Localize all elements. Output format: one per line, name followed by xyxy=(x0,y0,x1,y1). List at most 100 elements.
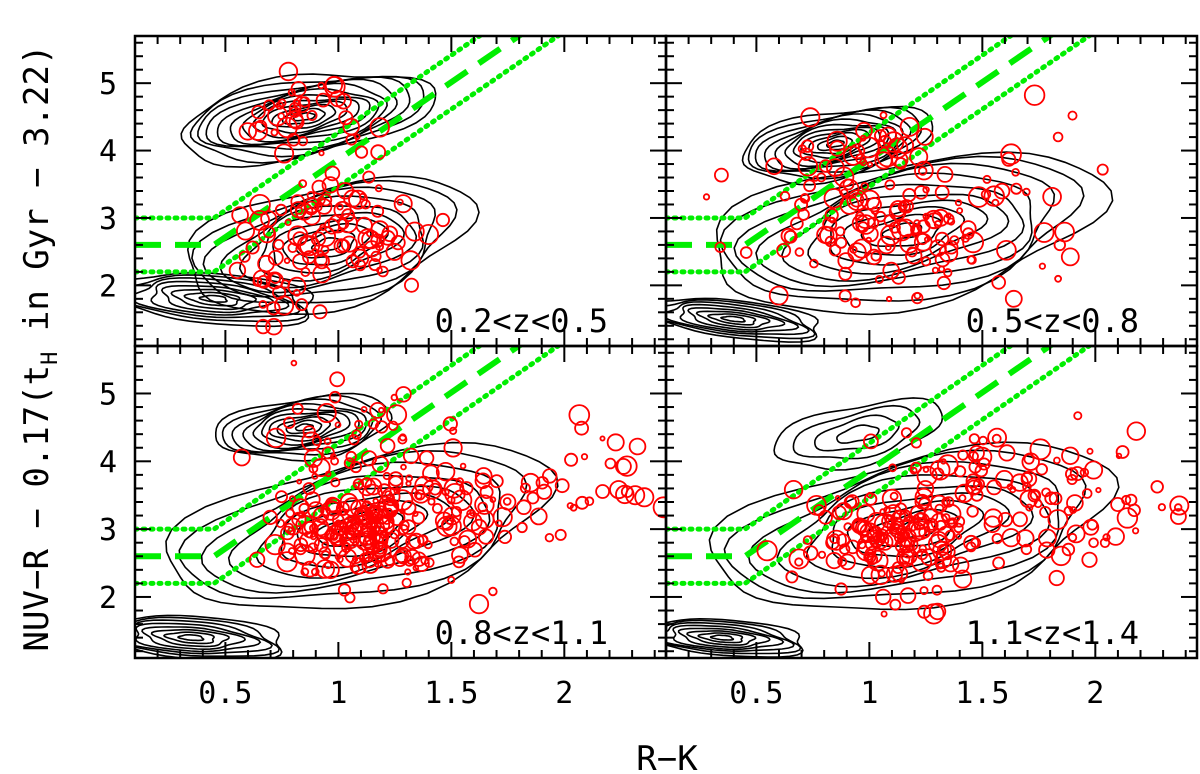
data-point xyxy=(369,117,390,138)
data-point xyxy=(266,301,281,316)
data-point xyxy=(838,289,852,303)
contour-line xyxy=(255,485,476,579)
data-point xyxy=(983,508,1004,528)
y-tick-labels: 2 3 4 5 2 3 4 5 xyxy=(99,67,117,616)
contour-line xyxy=(135,274,308,323)
data-point xyxy=(348,434,360,446)
panel-3 xyxy=(135,346,666,658)
data-point xyxy=(756,540,778,562)
data-point xyxy=(1150,480,1164,494)
data-point xyxy=(1169,495,1190,516)
data-point xyxy=(283,257,291,265)
contour-line xyxy=(754,109,912,173)
data-point xyxy=(258,299,268,309)
contour-line xyxy=(666,299,816,340)
data-point xyxy=(370,233,385,248)
data-point xyxy=(899,117,920,137)
data-point xyxy=(265,427,287,449)
contour-line xyxy=(686,630,757,646)
data-point xyxy=(928,602,947,621)
data-point xyxy=(980,189,992,200)
data-point xyxy=(321,176,340,194)
data-point xyxy=(936,544,949,557)
data-point xyxy=(867,216,880,229)
data-point xyxy=(418,450,435,466)
data-point xyxy=(352,478,365,490)
data-point xyxy=(315,92,331,108)
data-point xyxy=(414,475,434,496)
data-point xyxy=(377,483,392,498)
data-point xyxy=(870,530,890,550)
data-point xyxy=(1025,503,1034,512)
data-point xyxy=(529,507,548,526)
data-point xyxy=(328,390,342,404)
data-point xyxy=(262,509,278,526)
data-point xyxy=(345,254,360,269)
data-point xyxy=(834,502,853,521)
data-point xyxy=(275,518,285,528)
data-point xyxy=(536,483,553,500)
contour-line xyxy=(135,622,262,653)
x-tick-label: 0.5 xyxy=(198,676,252,711)
contour-line xyxy=(666,619,802,655)
dotted-divider-line xyxy=(135,346,563,586)
dashed-divider-line xyxy=(135,36,524,248)
data-point xyxy=(288,102,302,115)
data-point xyxy=(628,437,647,456)
data-point xyxy=(238,122,258,141)
data-point xyxy=(434,511,454,531)
data-point xyxy=(520,472,541,493)
data-point xyxy=(283,522,295,533)
contour-line xyxy=(162,631,215,645)
data-point xyxy=(879,508,887,516)
data-point xyxy=(371,542,392,563)
data-point xyxy=(566,502,574,510)
data-point xyxy=(849,143,866,160)
contour-line xyxy=(177,633,205,642)
data-point xyxy=(316,196,326,205)
data-point xyxy=(986,479,1002,496)
data-point xyxy=(1001,528,1021,548)
data-point xyxy=(301,560,319,578)
data-point xyxy=(1067,110,1078,121)
data-point xyxy=(251,104,266,120)
x-tick-labels: 0.5 1 1.5 2 0.5 1 1.5 2 xyxy=(198,676,1104,711)
data-point xyxy=(816,172,827,183)
data-point xyxy=(911,291,924,305)
data-point xyxy=(993,182,1011,200)
data-point xyxy=(899,587,917,604)
contour-line xyxy=(679,303,800,333)
data-point xyxy=(929,494,949,514)
data-point xyxy=(302,425,316,439)
data-point xyxy=(1052,131,1064,143)
data-point xyxy=(846,189,868,211)
data-point xyxy=(374,420,389,434)
data-point xyxy=(918,166,928,176)
y-axis-title-subscript: H xyxy=(38,352,63,365)
data-point xyxy=(914,487,934,507)
data-point xyxy=(860,565,880,585)
data-point xyxy=(1132,527,1140,535)
contour-line xyxy=(697,632,744,644)
data-point xyxy=(231,206,249,224)
data-point xyxy=(367,418,380,430)
contour-line xyxy=(709,634,735,641)
data-point xyxy=(863,552,874,563)
data-point xyxy=(803,545,819,561)
data-point xyxy=(580,453,589,461)
data-point xyxy=(909,466,918,475)
contour-line xyxy=(706,313,757,326)
data-point xyxy=(378,406,385,414)
data-point xyxy=(1115,445,1130,459)
data-point xyxy=(957,449,969,461)
contour-line xyxy=(180,73,437,168)
data-point xyxy=(285,508,295,519)
data-point xyxy=(468,593,490,615)
data-point xyxy=(1010,182,1023,195)
data-point xyxy=(397,524,409,536)
data-point xyxy=(829,533,840,544)
data-point xyxy=(422,479,443,500)
data-point xyxy=(909,504,926,521)
data-point xyxy=(361,511,380,530)
data-point xyxy=(360,199,371,210)
